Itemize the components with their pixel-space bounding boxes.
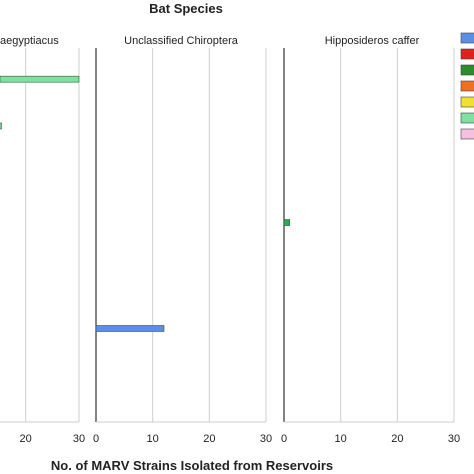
tick-label: 0 [281,433,287,445]
tick-label: 20 [203,433,215,445]
tick-label: 0 [93,433,99,445]
legend-swatch [460,112,474,124]
tick-label: 30 [448,433,460,445]
legend-swatch [460,128,474,140]
tick-label: 10 [335,433,347,445]
legend-swatch [460,64,474,76]
legend-swatch [460,48,474,60]
panel-2: Unclassified Chiroptera 0 10 20 30 [93,35,272,445]
tick-label: 30 [73,433,85,445]
panel-1: aegyptiacus 20 30 [0,35,85,445]
x-axis-label: No. of MARV Strains Isolated from Reserv… [51,458,333,473]
tick-label: 10 [147,433,159,445]
bar [283,219,290,226]
legend-swatch [460,80,474,92]
tick-label: 30 [260,433,272,445]
tick-label: 20 [20,433,32,445]
panel-1-title: aegyptiacus [0,35,59,47]
bar [0,122,2,130]
panel-2-title: Unclassified Chiroptera [124,35,239,47]
panel-3: Hipposideros caffer 0 10 20 30 [281,35,460,445]
tick-label: 20 [391,433,403,445]
bar [95,325,165,332]
panel-3-title: Hipposideros caffer [325,35,420,47]
legend-swatch [460,96,474,108]
bar [0,75,80,83]
legend [460,32,474,140]
chart-title: Bat Species [149,1,223,16]
panels: aegyptiacus 20 30 Unclassified Chiroptera 0 1… [0,35,460,445]
legend-swatch [460,32,474,44]
